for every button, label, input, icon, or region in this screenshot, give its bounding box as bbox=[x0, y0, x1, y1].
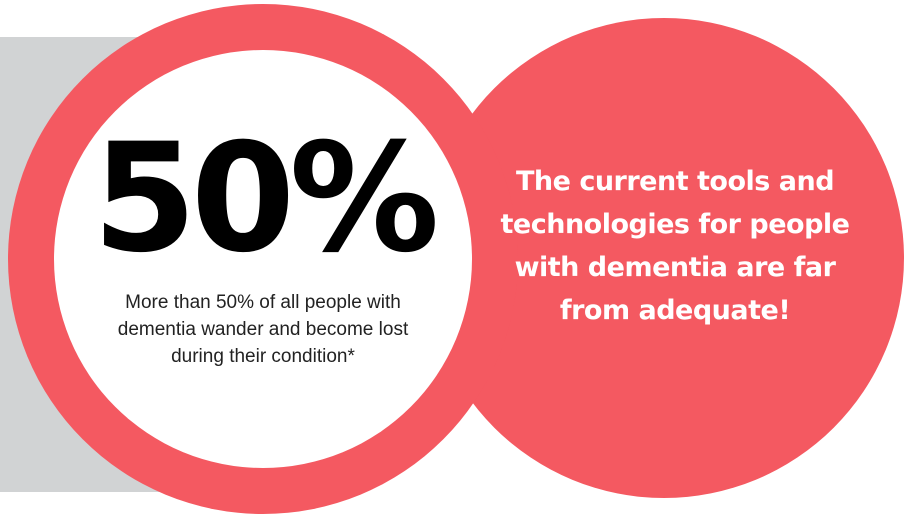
stat-value: 50% bbox=[92, 112, 439, 286]
stat-caption: More than 50% of all people with dementi… bbox=[117, 292, 409, 367]
stat-circle bbox=[54, 50, 472, 468]
statement-text: The current tools and technologies for p… bbox=[500, 166, 850, 326]
